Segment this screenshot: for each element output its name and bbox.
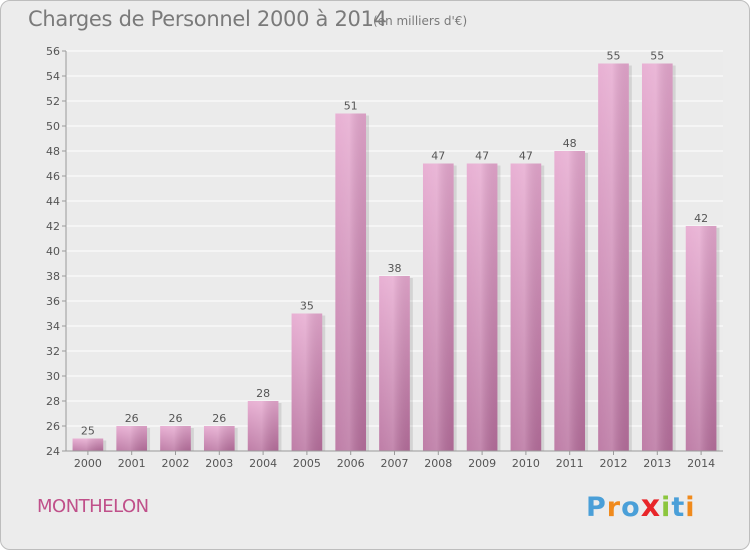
y-tick-label: 36 bbox=[46, 295, 60, 308]
bar-highlight bbox=[72, 438, 104, 451]
chart-subtitle: (en milliers d'€) bbox=[373, 14, 468, 28]
bar-highlight bbox=[116, 426, 148, 451]
proxiti-logo: Proxiti bbox=[586, 489, 696, 524]
bar-highlight bbox=[685, 226, 717, 451]
y-tick-label: 56 bbox=[46, 45, 60, 58]
data-label: 51 bbox=[344, 100, 358, 113]
y-tick-label: 46 bbox=[46, 170, 60, 183]
bar-highlight bbox=[160, 426, 191, 451]
y-tick-label: 48 bbox=[46, 145, 60, 158]
data-label: 26 bbox=[169, 412, 183, 425]
x-tick-label: 2008 bbox=[424, 457, 452, 470]
data-labels: 25 26 26 26 28 35 51 38 47 47 47 48 55 55 42 bbox=[81, 50, 708, 438]
bar-highlight bbox=[641, 63, 673, 451]
x-tick-label: 2001 bbox=[118, 457, 146, 470]
y-tick-label: 52 bbox=[46, 95, 60, 108]
x-tick-label: 2009 bbox=[468, 457, 496, 470]
x-tick-label: 2014 bbox=[687, 457, 715, 470]
data-label: 55 bbox=[607, 50, 621, 63]
x-tick-label: 2005 bbox=[293, 457, 321, 470]
x-tick-label: 2000 bbox=[74, 457, 102, 470]
data-label: 47 bbox=[475, 150, 489, 163]
x-tick-label: 2011 bbox=[556, 457, 584, 470]
bar-highlight bbox=[291, 313, 323, 451]
axes bbox=[62, 50, 723, 455]
x-tick-label: 2010 bbox=[512, 457, 540, 470]
brand-letter: i bbox=[685, 492, 696, 523]
y-tick-label: 26 bbox=[46, 420, 60, 433]
bars bbox=[72, 63, 720, 451]
y-tick-label: 54 bbox=[46, 70, 60, 83]
bar-highlight bbox=[247, 401, 279, 451]
y-tick-label: 44 bbox=[46, 195, 60, 208]
y-tick-label: 24 bbox=[46, 445, 60, 458]
data-label: 38 bbox=[388, 262, 402, 275]
y-tick-label: 34 bbox=[46, 320, 60, 333]
brand-letter: r bbox=[606, 492, 622, 523]
bar-highlight bbox=[554, 151, 586, 451]
data-label: 55 bbox=[650, 50, 664, 63]
y-tick-label: 28 bbox=[46, 395, 60, 408]
brand-letter: i bbox=[661, 492, 672, 523]
brand-letter: x bbox=[640, 489, 662, 524]
x-tick-label: 2013 bbox=[643, 457, 671, 470]
x-tick-label: 2006 bbox=[337, 457, 365, 470]
x-tick-label: 2003 bbox=[205, 457, 233, 470]
data-label: 47 bbox=[519, 150, 533, 163]
y-tick-label: 42 bbox=[46, 220, 60, 233]
bar-highlight bbox=[203, 426, 235, 451]
data-label: 35 bbox=[300, 300, 314, 313]
brand-letter: P bbox=[586, 492, 607, 523]
bar-highlight bbox=[510, 163, 542, 451]
bar-highlight bbox=[335, 113, 367, 451]
y-tick-label: 50 bbox=[46, 120, 60, 133]
x-tick-label: 2002 bbox=[162, 457, 190, 470]
x-tick-label: 2012 bbox=[600, 457, 628, 470]
bar-highlight bbox=[598, 63, 629, 451]
bar-highlight bbox=[379, 276, 410, 451]
data-label: 48 bbox=[563, 137, 577, 150]
x-tick-label: 2004 bbox=[249, 457, 277, 470]
data-label: 47 bbox=[431, 150, 445, 163]
brand-letter: t bbox=[671, 492, 686, 523]
bar-highlight bbox=[466, 163, 498, 451]
x-tick-label: 2007 bbox=[381, 457, 409, 470]
data-label: 42 bbox=[694, 212, 708, 225]
commune-name: MONTHELON bbox=[37, 496, 149, 517]
bar-highlight bbox=[422, 163, 454, 451]
y-tick-label: 40 bbox=[46, 245, 60, 258]
tick-labels: 24 26 28 30 32 34 36 38 40 42 44 46 48 50 52 54 56 2000 20… bbox=[46, 45, 715, 470]
y-tick-label: 38 bbox=[46, 270, 60, 283]
data-label: 28 bbox=[256, 387, 270, 400]
brand-letter: o bbox=[621, 492, 641, 523]
data-label: 26 bbox=[125, 412, 139, 425]
data-label: 26 bbox=[212, 412, 226, 425]
data-label: 25 bbox=[81, 425, 95, 438]
y-tick-label: 30 bbox=[46, 370, 60, 383]
y-tick-label: 32 bbox=[46, 345, 60, 358]
chart-title: Charges de Personnel 2000 à 2014 bbox=[28, 7, 387, 31]
